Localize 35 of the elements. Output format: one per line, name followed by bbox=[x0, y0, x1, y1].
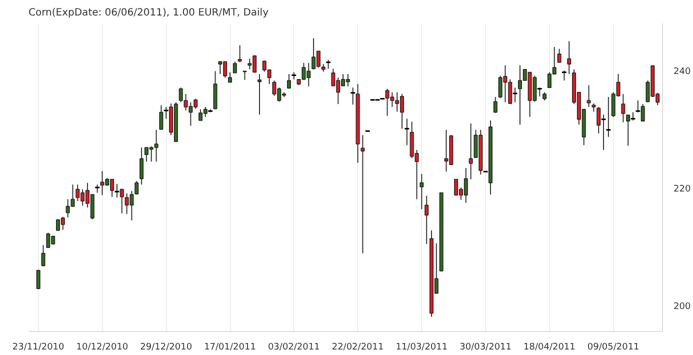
candlestick bbox=[238, 44, 242, 63]
x-tick-label: 22/02/2011 bbox=[332, 342, 384, 352]
y-tick-label: 240 bbox=[674, 67, 691, 78]
candlestick bbox=[140, 147, 144, 186]
candlestick bbox=[567, 40, 572, 75]
x-tick-label: 18/04/2011 bbox=[524, 342, 576, 352]
candlestick bbox=[41, 244, 46, 267]
x-tick-label: 29/12/2010 bbox=[140, 342, 192, 352]
x-tick-label: 17/01/2011 bbox=[204, 342, 256, 352]
candlestick bbox=[232, 61, 237, 74]
candlestick bbox=[420, 173, 424, 210]
candlestick bbox=[424, 195, 429, 244]
candlestick bbox=[468, 122, 473, 180]
candlestick bbox=[586, 84, 591, 108]
candlestick bbox=[557, 48, 562, 63]
candlestick bbox=[640, 104, 645, 122]
chart-title: Corn(ExpDate: 06/06/2011), 1.00 EUR/MT, Daily bbox=[28, 8, 269, 18]
x-tick-label: 03/02/2011 bbox=[268, 342, 320, 352]
x-tick-label: 30/03/2011 bbox=[460, 342, 512, 352]
candlestick bbox=[228, 72, 232, 83]
candlestick bbox=[360, 134, 365, 254]
candlestick bbox=[257, 74, 262, 116]
x-tick-label: 11/03/2011 bbox=[396, 342, 448, 352]
y-tick-label: 200 bbox=[674, 302, 691, 312]
x-tick-label: 23/11/2010 bbox=[12, 342, 65, 352]
x-tick-label: 09/05/2011 bbox=[587, 342, 640, 352]
y-tick-label: 220 bbox=[674, 184, 691, 195]
candlestick bbox=[159, 104, 164, 130]
candlestick bbox=[596, 106, 601, 134]
candlestick bbox=[242, 70, 247, 80]
candlestick bbox=[286, 74, 291, 90]
candlestick bbox=[493, 96, 498, 114]
candlestick bbox=[626, 114, 630, 146]
x-tick-label: 10/12/2010 bbox=[76, 342, 128, 352]
candlestick bbox=[621, 94, 626, 123]
